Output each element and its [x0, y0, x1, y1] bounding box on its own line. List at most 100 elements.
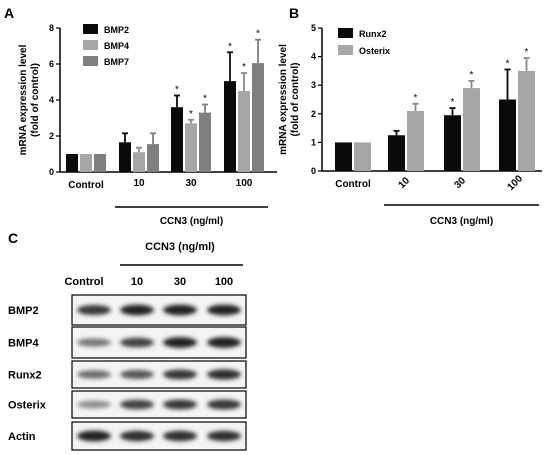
blot-row-label: Osterix	[8, 400, 47, 412]
bar	[119, 142, 131, 172]
chart-a: 0 2 4 6 8 mRNA expression level (fold of contr…	[18, 23, 277, 227]
bar	[224, 81, 236, 172]
bar	[444, 115, 461, 171]
significance-star: *	[506, 58, 510, 69]
blot-band	[163, 304, 197, 316]
bar	[147, 144, 159, 172]
blot-band	[77, 400, 111, 409]
legend-label: BMP2	[104, 25, 129, 35]
bar	[407, 110, 424, 171]
western-blot: CCN3 (ng/ml) Control 10 30 100 BMP2 BMP4 Runx…	[8, 241, 247, 451]
blot-band	[163, 337, 197, 348]
x-category-label: 100	[236, 178, 253, 189]
blot-band	[77, 430, 111, 442]
bar	[335, 142, 352, 171]
significance-star: *	[525, 47, 529, 58]
bar	[238, 91, 250, 172]
x-category-label: 10	[133, 178, 145, 189]
bar	[66, 154, 78, 172]
significance-star: *	[414, 93, 418, 104]
blot-band	[120, 399, 154, 410]
bar	[388, 135, 405, 171]
legend-swatch	[83, 56, 98, 66]
blot-treatment-label: CCN3 (ng/ml)	[145, 241, 215, 253]
y-tick-label: 5	[311, 23, 316, 33]
blot-band	[163, 430, 197, 442]
significance-star: *	[175, 85, 179, 96]
blot-lane-labels: Control 10 30 100	[64, 276, 233, 288]
blot-band	[163, 369, 197, 380]
panel-label-a: A	[4, 5, 14, 21]
bar	[133, 152, 145, 172]
blot-band	[207, 369, 241, 380]
blot-row-label: BMP4	[8, 338, 39, 350]
x-category-label: 30	[452, 175, 468, 191]
blot-band	[77, 338, 111, 347]
significance-star: *	[203, 94, 207, 105]
x-category-label: 10	[396, 175, 412, 191]
blot-band	[120, 337, 154, 348]
y-tick-label: 2	[311, 109, 316, 119]
treatment-label: CCN3 (ng/ml)	[160, 216, 223, 227]
blot-band	[120, 430, 154, 442]
legend-label: BMP7	[104, 57, 129, 67]
blot-band	[207, 430, 241, 442]
legend-swatch	[338, 28, 353, 38]
blot-lane-label: Control	[64, 276, 103, 288]
blot-band	[163, 399, 197, 410]
y-axis-label: mRNA expression level	[278, 44, 289, 155]
panel-label-b: B	[289, 5, 299, 21]
legend-label: BMP4	[104, 41, 129, 51]
bar	[518, 70, 535, 171]
bar	[463, 88, 480, 171]
significance-star: *	[189, 109, 193, 120]
blot-row-label: Runx2	[8, 370, 42, 382]
y-axis-label: (fold of control)	[290, 63, 301, 137]
bar	[199, 112, 211, 172]
y-tick-label: 3	[311, 80, 316, 90]
treatment-label: CCN3 (ng/ml)	[430, 216, 493, 227]
bar	[94, 154, 106, 172]
legend-swatch	[338, 45, 353, 55]
blot-band	[77, 370, 111, 379]
bar	[171, 107, 183, 172]
legend-label: Osterix	[359, 46, 390, 56]
panel-label-c: C	[8, 230, 18, 246]
bar	[499, 99, 516, 171]
significance-star: *	[242, 62, 246, 73]
y-tick-label: 4	[49, 95, 54, 105]
y-tick-label: 0	[311, 166, 316, 176]
y-axis-label: mRNA expression level	[18, 44, 29, 155]
y-tick-label: 0	[49, 167, 54, 177]
y-axis-label: (fold of control)	[30, 63, 41, 137]
y-tick-label: 6	[49, 59, 54, 69]
significance-star: *	[228, 41, 232, 52]
blot-rows: BMP2 BMP4 Runx2 Osterix Actin	[8, 294, 247, 451]
blot-band	[207, 337, 241, 348]
x-category-label: 100	[505, 173, 525, 193]
blot-row-label: BMP2	[8, 305, 39, 317]
blot-band	[207, 304, 241, 316]
bar	[252, 63, 264, 172]
x-category-label: Control	[335, 179, 371, 190]
significance-star: *	[256, 29, 260, 40]
y-tick-label: 2	[49, 131, 54, 141]
blot-band	[207, 399, 241, 410]
chart-b: 0 1 2 3 4 5 mRNA expression level (fold of cont…	[278, 23, 542, 227]
legend-label: Runx2	[359, 29, 387, 39]
blot-band	[77, 304, 111, 316]
x-category-label: Control	[68, 180, 104, 191]
blot-row-label: Actin	[8, 431, 36, 443]
bar	[80, 154, 92, 172]
y-tick-label: 8	[49, 23, 54, 33]
significance-star: *	[451, 97, 455, 108]
blot-band	[120, 304, 154, 316]
blot-lane-label: 10	[131, 276, 143, 288]
blot-band	[120, 369, 154, 380]
legend-swatch	[83, 40, 98, 50]
bar	[185, 123, 197, 172]
y-tick-label: 1	[311, 137, 316, 147]
x-category-label: 30	[185, 178, 197, 189]
y-tick-label: 4	[311, 52, 316, 62]
